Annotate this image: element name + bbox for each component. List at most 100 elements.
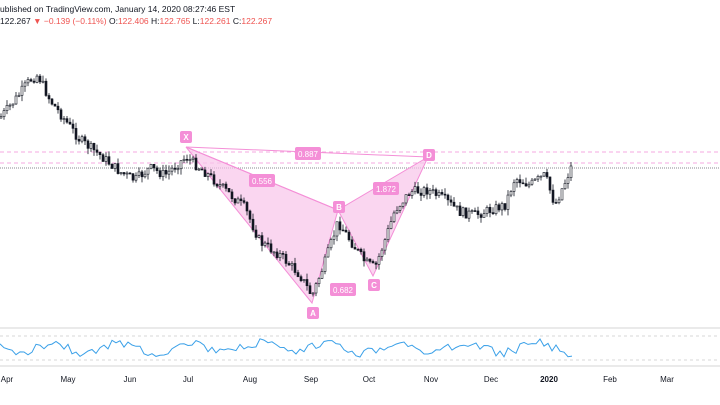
- pattern-ratio-label: 0.887: [295, 147, 321, 160]
- candle: [182, 155, 186, 164]
- candle: [206, 172, 210, 181]
- candle: [173, 162, 177, 173]
- candle: [269, 239, 273, 254]
- candle: [491, 207, 495, 216]
- pattern-point-b: B: [333, 201, 345, 213]
- candle: [296, 269, 300, 278]
- candle: [494, 200, 498, 216]
- candle: [344, 226, 348, 233]
- svg-text:1.872: 1.872: [376, 185, 397, 194]
- candle: [188, 154, 192, 165]
- candle: [371, 259, 375, 264]
- candle: [482, 209, 486, 218]
- candle: [437, 189, 441, 198]
- candle: [431, 184, 435, 194]
- candle: [38, 73, 42, 84]
- time-axis[interactable]: Apr May Jun Jul Aug Sep Oct Nov Dec 2020 Feb Mar: [1, 375, 674, 384]
- candle: [131, 173, 135, 183]
- candle: [212, 171, 216, 187]
- time-axis-tick: May: [60, 375, 75, 384]
- high-label: H:: [151, 16, 160, 26]
- candle: [512, 179, 516, 197]
- candle: [362, 248, 366, 267]
- candle: [5, 100, 9, 115]
- candlestick-series: [0, 73, 573, 297]
- svg-text:0.556: 0.556: [252, 177, 273, 186]
- candle: [569, 162, 573, 182]
- candle: [284, 251, 288, 267]
- candle: [236, 196, 240, 204]
- candle: [377, 253, 381, 270]
- candle: [302, 279, 306, 283]
- candle: [353, 243, 357, 250]
- candle: [488, 203, 492, 218]
- candle: [383, 238, 387, 255]
- close-label: C:: [232, 16, 242, 26]
- pattern-point-a: A: [307, 307, 319, 319]
- candle: [176, 164, 180, 175]
- candle: [92, 142, 96, 156]
- candle: [263, 240, 267, 248]
- pattern-point-c: C: [368, 279, 380, 291]
- candle: [485, 205, 489, 217]
- candle: [83, 134, 87, 146]
- candle: [146, 167, 150, 180]
- candle: [170, 165, 174, 176]
- candle: [413, 181, 417, 195]
- candle: [350, 236, 354, 249]
- last-price: 122.267: [0, 16, 31, 26]
- candle: [152, 163, 156, 172]
- pattern-point-d: D: [423, 149, 435, 161]
- candle: [254, 225, 258, 240]
- candle: [440, 189, 444, 196]
- candle: [554, 198, 558, 204]
- candle: [419, 188, 423, 202]
- candle: [416, 182, 420, 194]
- candle: [218, 179, 222, 190]
- candle: [545, 168, 549, 179]
- candle: [191, 155, 195, 163]
- candle: [443, 188, 447, 199]
- candle: [356, 248, 360, 252]
- candle: [203, 166, 207, 177]
- candle: [233, 198, 237, 206]
- candle: [158, 167, 162, 180]
- candle: [560, 188, 564, 201]
- candle: [539, 175, 543, 181]
- candle: [410, 189, 414, 199]
- candle: [20, 80, 24, 102]
- candle: [239, 194, 243, 206]
- candle: [290, 261, 294, 271]
- candle: [293, 257, 297, 276]
- candle: [335, 221, 339, 242]
- svg-text:X: X: [183, 133, 189, 142]
- candle: [467, 207, 471, 222]
- svg-text:C: C: [371, 281, 377, 290]
- candle: [515, 177, 519, 188]
- candle: [266, 237, 270, 248]
- candle: [425, 183, 429, 200]
- candle: [542, 172, 546, 178]
- candle: [248, 209, 252, 224]
- candle: [527, 181, 531, 189]
- candle: [380, 247, 384, 261]
- candle: [110, 163, 114, 169]
- candle: [89, 141, 93, 152]
- candle: [404, 194, 408, 206]
- candle: [149, 163, 153, 170]
- candle: [368, 258, 372, 264]
- candle: [224, 181, 228, 192]
- candle: [479, 212, 483, 223]
- candle: [281, 251, 285, 260]
- candle: [392, 210, 396, 223]
- pattern-ratio-label: 0.556: [249, 174, 275, 187]
- candle: [80, 134, 84, 144]
- candle: [77, 135, 81, 145]
- candle: [107, 151, 111, 166]
- candle: [299, 274, 303, 283]
- pattern-triangle-bcd: [337, 155, 430, 278]
- candle: [305, 273, 309, 291]
- time-axis-tick: Jun: [124, 375, 137, 384]
- candle: [179, 160, 183, 175]
